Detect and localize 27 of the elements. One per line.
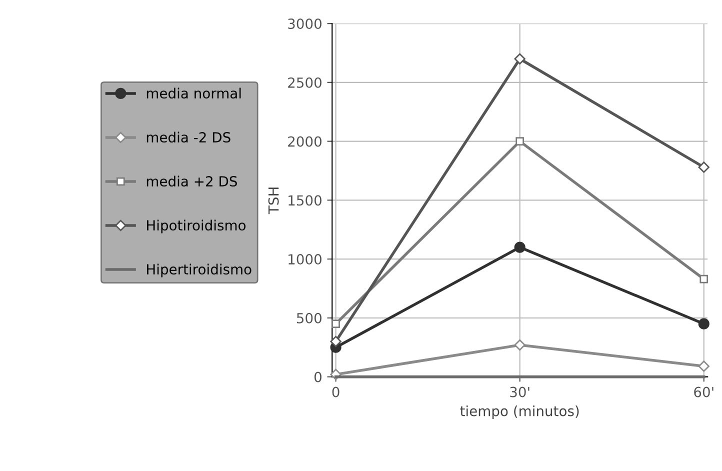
legend-label: Hipertiroidismo (147, 264, 252, 278)
point (332, 320, 340, 328)
x-axis-title: tiempo (minutos) (460, 406, 579, 419)
point (330, 336, 342, 348)
point (700, 274, 708, 284)
point (698, 360, 710, 372)
y-tick-label: 1500 (288, 195, 322, 206)
legend-label: Hipotiroidismo (147, 220, 246, 234)
x-tick-label: 60' (694, 386, 714, 398)
y-tick-label: 3000 (288, 18, 322, 30)
legend-label: media -2 DS (146, 132, 230, 143)
point (514, 339, 526, 351)
point (514, 242, 526, 253)
y-tick-label: 1000 (288, 254, 322, 265)
legend-label: media +2 DS (146, 176, 237, 187)
x-tick-label: 30' (510, 386, 530, 398)
legend-label: media normal (146, 88, 241, 99)
point (698, 162, 710, 173)
y-tick-label: 500 (296, 312, 322, 324)
x-tick-label: 0 (332, 386, 340, 398)
y-tick-label: 2500 (288, 77, 322, 88)
point (514, 53, 526, 64)
point (516, 137, 524, 146)
point (698, 318, 710, 330)
y-axis-title: TSH (268, 188, 279, 214)
y-tick-label: 2000 (288, 136, 322, 147)
y-tick-label: 0 (314, 372, 322, 382)
